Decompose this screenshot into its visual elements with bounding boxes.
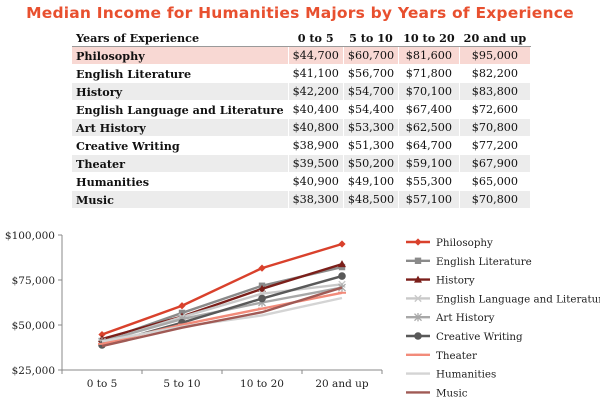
- legend-label: Philosophy: [436, 237, 493, 249]
- table-cell: $71,800: [398, 64, 460, 83]
- table-cell: $56,700: [343, 64, 400, 83]
- data-point: [258, 284, 266, 292]
- y-tick-label: $50,000: [12, 320, 55, 332]
- table-cell: $77,200: [459, 136, 532, 155]
- table-cell: $42,200: [288, 82, 344, 101]
- legend-marker: [414, 257, 422, 264]
- table-row: Theater $39,500 $50,200 $59,100 $67,900: [72, 154, 532, 173]
- series-line: [101, 286, 343, 348]
- series-line: [101, 242, 343, 336]
- line-chart: $25,000 $50,000 $75,000 $100,000 0 to 5 5 to …: [5, 230, 600, 399]
- row-label: English Literature: [72, 64, 289, 83]
- table-row: Philosophy $44,700 $60,700 $81,600 $95,000: [72, 46, 532, 65]
- legend-marker: [414, 275, 422, 283]
- legend-marker: [414, 238, 422, 246]
- header-col: 5 to 10: [343, 29, 400, 47]
- table-cell: $54,700: [343, 82, 400, 101]
- x-tick-label: 20 and up: [315, 378, 369, 390]
- table-cell: $39,500: [288, 154, 344, 173]
- y-tick-label: $100,000: [5, 230, 55, 242]
- table-cell: $44,700: [288, 46, 344, 65]
- table-cell: $53,300: [343, 118, 400, 137]
- table-cell: $65,000: [459, 172, 532, 191]
- table-cell: $57,100: [398, 190, 460, 208]
- table-cell: $41,100: [288, 64, 344, 83]
- legend-label: Humanities: [436, 369, 496, 381]
- row-label: Philosophy: [72, 46, 289, 65]
- table-cell: $54,400: [343, 100, 400, 119]
- legend-marker: [414, 332, 422, 340]
- x-tick-label: 10 to 20: [240, 378, 284, 390]
- table-cell: $70,800: [459, 118, 532, 137]
- row-label: Humanities: [72, 172, 289, 191]
- table-cell: $83,800: [459, 82, 532, 101]
- legend-label: English Language and Literature: [436, 293, 600, 305]
- data-point: [338, 260, 346, 268]
- table-cell: $40,800: [288, 118, 344, 137]
- data-point: [338, 240, 346, 248]
- table-cell: $64,700: [398, 136, 460, 155]
- table-cell: $49,100: [343, 172, 400, 191]
- table-cell: $72,600: [459, 100, 532, 119]
- table-cell: $38,300: [288, 190, 344, 208]
- series-line: [101, 263, 343, 341]
- data-point: [178, 302, 186, 310]
- table-row: English Language and Literature $40,400 $5…: [72, 100, 532, 119]
- row-label: English Language and Literature: [72, 100, 289, 119]
- table-cell: $67,400: [398, 100, 460, 119]
- row-label: Theater: [72, 154, 289, 173]
- table-cell: $50,200: [343, 154, 400, 173]
- table-header-row: Years of Experience 0 to 5 5 to 10 10 to…: [72, 29, 532, 47]
- chart-title: Median Income for Humanities Majors by Y…: [26, 4, 574, 22]
- data-point: [258, 264, 266, 272]
- table-cell: $40,400: [288, 100, 344, 119]
- table-cell: $81,600: [398, 46, 460, 65]
- table-cell: $70,100: [398, 82, 460, 101]
- table-cell: $55,300: [398, 172, 460, 191]
- y-tick-label: $25,000: [12, 365, 55, 377]
- table-cell: $38,900: [288, 136, 344, 155]
- table-cell: $48,500: [343, 190, 400, 208]
- y-tick-label: $75,000: [12, 275, 55, 287]
- data-point: [338, 283, 346, 292]
- table-row: Creative Writing $38,900 $51,300 $64,700 $77…: [72, 136, 532, 155]
- legend-marker: [414, 313, 422, 322]
- header-col: 10 to 20: [398, 29, 460, 47]
- table-cell: $59,100: [398, 154, 460, 173]
- series-line: [101, 286, 343, 343]
- legend-label: Theater: [436, 350, 477, 362]
- x-tick-label: 5 to 10: [163, 378, 200, 390]
- table-cell: $62,500: [398, 118, 460, 137]
- header-col: 20 and up: [459, 29, 532, 47]
- legend-label: Creative Writing: [436, 331, 523, 343]
- table-cell: $51,300: [343, 136, 400, 155]
- x-tick-label: 0 to 5: [87, 378, 118, 390]
- income-table: Years of Experience 0 to 5 5 to 10 10 to…: [72, 29, 532, 208]
- table-cell: $40,900: [288, 172, 344, 191]
- table-row: History $42,200 $54,700 $70,100 $83,800: [72, 82, 532, 101]
- row-label: Music: [72, 190, 289, 208]
- table-cell: $95,000: [459, 46, 532, 65]
- table-cell: $67,900: [459, 154, 532, 173]
- table-cell: $60,700: [343, 46, 400, 65]
- data-point: [258, 294, 266, 303]
- row-label: Creative Writing: [72, 136, 289, 155]
- table-row: Humanities $40,900 $49,100 $55,300 $65,000: [72, 172, 532, 191]
- table-cell: $70,800: [459, 190, 532, 208]
- data-point: [338, 272, 346, 280]
- legend-label: History: [436, 275, 475, 287]
- table-row: English Literature $41,100 $56,700 $71,800 $…: [72, 64, 532, 83]
- legend-label: Music: [436, 387, 468, 399]
- row-label: Art History: [72, 118, 289, 137]
- legend-label: Art History: [435, 312, 495, 324]
- table-row: Art History $40,800 $53,300 $62,500 $70,800: [72, 118, 532, 137]
- legend-marker: [414, 294, 422, 303]
- header-years: Years of Experience: [72, 29, 289, 47]
- table-row: Music $38,300 $48,500 $57,100 $70,800: [72, 190, 532, 208]
- legend-label: English Literature: [436, 256, 532, 268]
- row-label: History: [72, 82, 289, 101]
- table-cell: $82,200: [459, 64, 532, 83]
- header-col: 0 to 5: [288, 29, 344, 47]
